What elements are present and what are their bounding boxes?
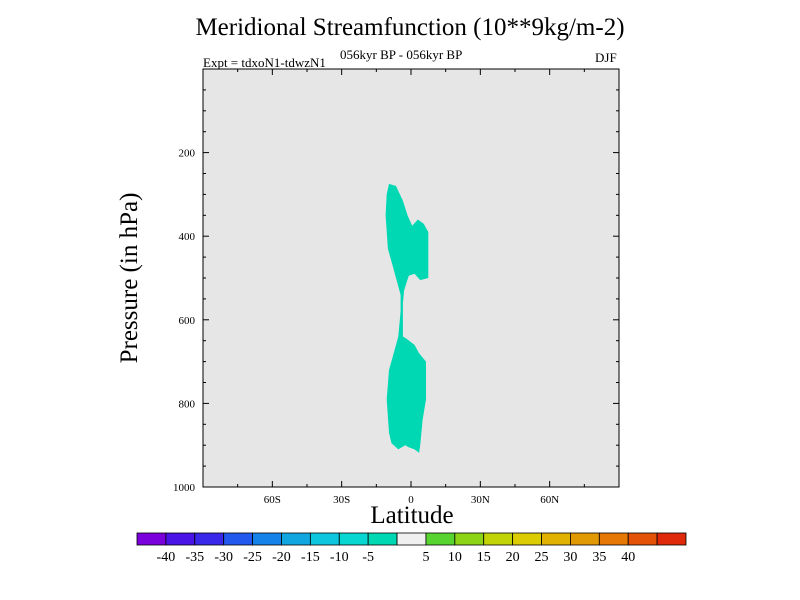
colorbar-label: 20 xyxy=(506,550,520,565)
x-axis-label: Latitude xyxy=(370,502,454,529)
experiment-label: Expt = tdxoN1-tdwzN1 xyxy=(203,55,326,70)
x-tick-label: 0 xyxy=(408,494,414,506)
colorbar-label: 25 xyxy=(535,550,549,565)
y-tick-label: 800 xyxy=(179,398,196,410)
colorbar-label: 35 xyxy=(592,550,606,565)
colorbar-swatch xyxy=(570,532,600,546)
colorbar-label: 40 xyxy=(621,550,635,565)
colorbar-swatch xyxy=(454,532,485,546)
x-tick-label: 30N xyxy=(471,494,490,506)
colorbar-label: -30 xyxy=(214,550,233,565)
x-tick-label: 60N xyxy=(540,494,559,506)
y-tick-label: 600 xyxy=(179,315,196,327)
x-tick-label: 60S xyxy=(264,494,281,506)
contour-region-0 xyxy=(385,183,429,453)
colorbar-label: 10 xyxy=(448,550,462,565)
colorbar-swatch xyxy=(598,532,629,546)
colorbar-swatch xyxy=(627,532,658,546)
colorbar-swatch xyxy=(136,532,167,546)
colorbar-label: -5 xyxy=(362,550,374,565)
colorbar-label: -20 xyxy=(272,550,291,565)
colorbar-swatch xyxy=(512,532,542,546)
colorbar-label: -25 xyxy=(243,550,262,565)
colorbar-swatch xyxy=(194,532,225,546)
chart-title: Meridional Streamfunction (10**9kg/m-2) xyxy=(195,14,625,41)
colorbar-label: 5 xyxy=(422,550,429,565)
period-label: 056kyr BP - 056kyr BP xyxy=(340,47,463,62)
colorbar-label: -15 xyxy=(301,550,320,565)
x-tick-label: 30S xyxy=(333,494,350,506)
colorbar-swatch xyxy=(338,532,369,546)
colorbar-label: -35 xyxy=(185,550,204,565)
colorbar-label: -10 xyxy=(330,550,349,565)
y-tick-label: 400 xyxy=(179,231,196,243)
colorbar-swatch xyxy=(165,532,196,546)
colorbar-label: 15 xyxy=(477,550,491,565)
y-tick-label: 1000 xyxy=(173,482,196,494)
colorbar-swatch xyxy=(309,532,340,546)
colorbar-label: 30 xyxy=(563,550,577,565)
colorbar-swatch xyxy=(656,532,687,546)
colorbar-swatch xyxy=(483,532,514,546)
colorbar-swatch xyxy=(396,532,427,546)
season-label: DJF xyxy=(595,50,617,65)
colorbar-swatch xyxy=(281,532,311,546)
colorbar-swatch xyxy=(425,532,456,546)
colorbar-swatch xyxy=(223,532,253,546)
colorbar-swatch xyxy=(367,532,398,546)
colorbar-label: -40 xyxy=(157,550,176,565)
colorbar-swatch xyxy=(541,532,571,546)
colorbar-swatch xyxy=(252,532,282,546)
y-tick-label: 200 xyxy=(179,148,196,160)
